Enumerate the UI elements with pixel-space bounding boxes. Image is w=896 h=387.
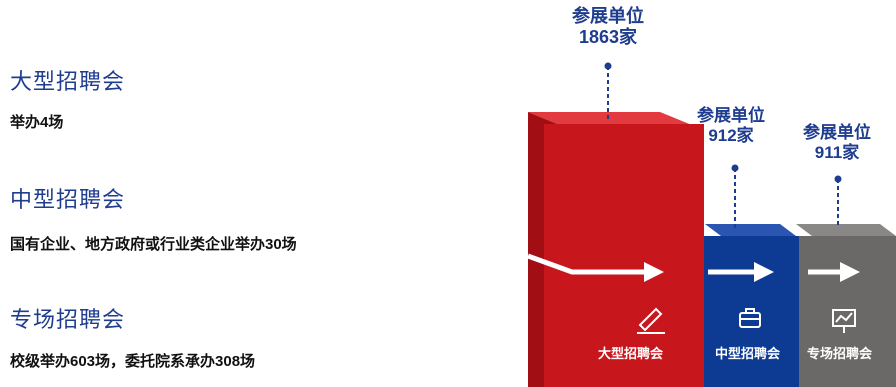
briefcase-icon [739, 308, 761, 328]
special-fair-title: 专场招聘会 [10, 308, 126, 333]
chart-board-icon [832, 309, 856, 333]
large-fair-exhibitors-count: 1863家 [578, 26, 638, 47]
special-fair-description: 校级举办603场，委托院系承办308场 [10, 353, 256, 370]
medium-fair-description: 国有企业、地方政府或行业类企业举办30场 [10, 236, 297, 253]
special-fair-leader-dot [834, 175, 842, 183]
special-fair-exhibitors-label: 参展单位 [803, 123, 871, 142]
special-fair-exhibitors-callout: 参展单位 911家 [782, 123, 892, 162]
special-fair-block [790, 236, 896, 387]
large-fair-description: 举办4场 [10, 114, 64, 131]
large-fair-exhibitors-callout: 参展单位 1863家 [548, 6, 668, 47]
medium-fair-block-label: 中型招聘会 [715, 346, 781, 361]
special-fair-block-label: 专场招聘会 [807, 346, 873, 361]
special-fair-exhibitors-count: 911家 [814, 142, 860, 162]
medium-fair-block-top [705, 224, 796, 236]
large-fair-leader-dot [604, 62, 612, 70]
large-fair-block-label: 大型招聘会 [598, 346, 664, 361]
medium-fair-leader-dot [731, 164, 739, 172]
large-fair-arrow [527, 253, 648, 275]
large-fair-arrowhead [644, 262, 664, 282]
special-fair-block-top [796, 224, 896, 236]
large-fair-title: 大型招聘会 [10, 70, 126, 95]
special-fair-arrowhead [840, 262, 860, 282]
large-fair-block [544, 124, 704, 387]
medium-fair-exhibitors-label: 参展单位 [697, 106, 765, 125]
medium-fair-block [704, 236, 799, 387]
medium-fair-title: 中型招聘会 [10, 188, 126, 213]
medium-fair-arrowhead [754, 262, 774, 282]
pencil-icon [637, 307, 665, 334]
large-fair-exhibitors-label: 参展单位 [572, 6, 644, 26]
medium-fair-exhibitors-callout: 参展单位 912家 [676, 106, 786, 145]
medium-fair-exhibitors-count: 912家 [708, 125, 754, 145]
